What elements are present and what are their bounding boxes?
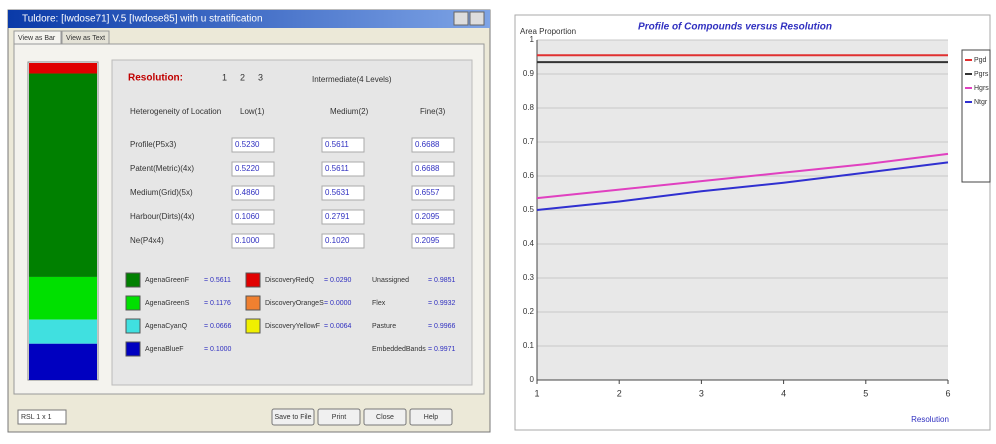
y-tick-label: 0.6 [523,171,535,180]
resolution-value: Intermediate(4 Levels) [312,75,392,84]
table-header: Medium(2) [330,107,369,116]
table-header: Fine(3) [420,107,446,116]
table-value: 0.6557 [415,188,440,197]
bar-segment [29,320,97,344]
class-swatch [126,296,140,310]
x-tick-label: 4 [781,388,786,398]
class-swatch [126,319,140,333]
class-name: DiscoveryRedQ [265,277,315,284]
table-value: 0.5611 [325,140,349,149]
table-row-label: Harbour(Dirts)(4x) [130,212,195,221]
legend [962,50,990,182]
button-label: Save to File [275,414,312,421]
button-label: Help [424,414,439,421]
x-tick-label: 3 [699,388,704,398]
window-title: Tuldore: [Iwdose71] V.5 [Iwdose85] with … [22,14,263,25]
y-tick-label: 0.7 [523,137,535,146]
class-value: = 0.5611 [204,277,231,284]
class-value: = 0.0064 [324,323,352,330]
stat-name: Flex [372,300,386,307]
screen: Tuldore: [Iwdose71] V.5 [Iwdose85] with … [0,0,996,439]
resolution-option[interactable]: 2 [240,72,245,82]
table-value: 0.1060 [235,212,260,221]
x-tick-label: 6 [945,388,950,398]
table-value: 0.5631 [325,188,350,197]
x-tick-label: 2 [617,388,622,398]
class-swatch [126,342,140,356]
x-tick-label: 1 [534,388,539,398]
table-header: Low(1) [240,107,265,116]
y-tick-label: 0.9 [523,69,535,78]
stat-name: EmbeddedBands [372,346,426,353]
bar-segment [29,277,97,320]
stat-value: = 0.9971 [428,346,456,353]
y-tick-label: 0.1 [523,341,535,350]
y-tick-label: 0 [530,375,535,384]
table-value: 0.5230 [235,140,260,149]
bar-segment [29,74,97,277]
table-value: 0.6688 [415,140,440,149]
table-value: 0.4860 [235,188,260,197]
table-value: 0.2791 [325,212,350,221]
class-swatch [246,319,260,333]
class-name: DiscoveryOrangeS [265,300,324,307]
x-tick-label: 5 [863,388,868,398]
bar-segment [29,63,97,74]
table-value: 0.5611 [325,164,349,173]
button-label: Close [376,414,394,421]
y-tick-label: 0.4 [523,239,535,248]
table-value: 0.2095 [415,236,440,245]
stat-value: = 0.9932 [428,300,456,307]
legend-label: Pgd [974,57,987,64]
y-axis-title: Area Proportion [520,27,576,36]
class-swatch [126,273,140,287]
bar-segment [29,344,97,380]
y-tick-label: 0.5 [523,205,535,214]
x-axis-title: Resolution [911,415,949,424]
class-value: = 0.0666 [204,323,232,330]
legend-label: Pgrs [974,71,989,78]
legend-label: Hgrs [974,85,989,92]
class-name: AgenaCyanQ [145,323,188,330]
class-value: = 0.1176 [204,300,231,307]
table-row-label: Patent(Metric)(4x) [130,164,194,173]
minimize-button[interactable] [454,12,468,25]
legend-label: Ntgr [974,99,988,106]
resolution-option[interactable]: 1 [222,72,227,82]
y-tick-label: 0.2 [523,307,535,316]
y-tick-label: 0.8 [523,103,535,112]
chart-title: Profile of Compounds versus Resolution [638,22,832,33]
button-label: Print [332,414,346,421]
stat-value: = 0.9851 [428,277,456,284]
class-name: AgenaGreenS [145,300,190,307]
close-button[interactable] [470,12,484,25]
table-row-label: Ne(P4x4) [130,236,164,245]
tab-label: View as Bar [18,35,56,42]
tab-label: View as Text [66,35,105,42]
stat-value: = 0.9966 [428,323,456,330]
table-row-label: Profile(P5x3) [130,140,177,149]
table-value: 0.2095 [415,212,440,221]
resolution-label: Resolution: [128,73,183,84]
select-value: RSL 1 x 1 [21,414,52,421]
class-value: = 0.0000 [324,300,352,307]
table-value: 0.1020 [325,236,350,245]
class-value: = 0.1000 [204,346,232,353]
resolution-option[interactable]: 3 [258,72,263,82]
class-swatch [246,296,260,310]
y-tick-label: 0.3 [523,273,535,282]
class-name: DiscoveryYellowF [265,323,320,330]
class-name: AgenaBlueF [145,346,184,353]
table-value: 0.1000 [235,236,260,245]
table-value: 0.5220 [235,164,260,173]
table-header: Heterogeneity of Location [130,107,221,116]
stat-name: Unassigned [372,277,409,284]
table-value: 0.6688 [415,164,440,173]
class-name: AgenaGreenF [145,277,189,284]
stat-name: Pasture [372,323,396,330]
class-swatch [246,273,260,287]
table-row-label: Medium(Grid)(5x) [130,188,193,197]
y-tick-label: 1 [530,35,535,44]
class-value: = 0.0290 [324,277,352,284]
